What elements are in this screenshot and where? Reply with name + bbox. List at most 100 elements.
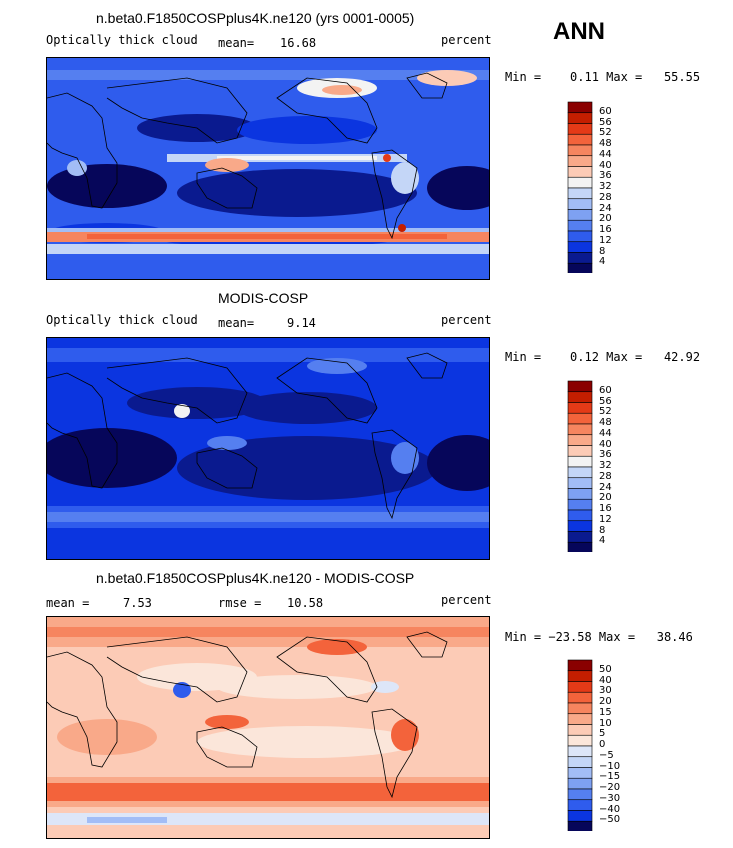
colorbar-tick-label: −15: [599, 771, 621, 783]
colorbar-swatch: [567, 391, 593, 403]
colorbar-swatch: [567, 262, 593, 275]
colorbar-tick-label: 32: [599, 460, 612, 471]
colorbar-swatch: [567, 112, 593, 124]
colorbar-swatch: [567, 681, 593, 693]
colorbar-tick-label: 0: [599, 739, 606, 750]
colorbar-swatch: [567, 745, 593, 758]
colorbar-swatch: [567, 702, 593, 715]
panel1-mean-label: mean=: [218, 36, 255, 50]
season-label: ANN: [553, 18, 605, 45]
colorbar-swatch: [567, 380, 593, 393]
colorbar-swatch: [567, 434, 593, 446]
colorbar-swatch: [567, 219, 593, 232]
colorbar-swatch: [567, 166, 593, 178]
panel2-map-svg: [47, 338, 489, 559]
colorbar-swatch: [567, 810, 593, 822]
colorbar-swatch: [567, 670, 593, 682]
colorbar-swatch: [567, 488, 593, 500]
colorbar-swatch: [567, 799, 593, 811]
colorbar-swatch: [567, 252, 593, 264]
colorbar-tick-label: 4: [599, 256, 606, 268]
colorbar-swatch: [567, 659, 593, 672]
colorbar-tick-label: −20: [599, 782, 621, 793]
colorbar-tick-label: 12: [599, 234, 612, 246]
panel1-variable-label: Optically thick cloud: [46, 33, 198, 47]
colorbar-tick-label: 24: [599, 481, 612, 493]
panel2-variable-label: Optically thick cloud: [46, 313, 198, 327]
colorbar-tick-label: 28: [599, 191, 612, 203]
panel3-units: percent: [441, 593, 492, 607]
colorbar-swatch: [567, 466, 593, 479]
panel3-colorbar: [567, 659, 593, 836]
colorbar-tick-label: 5: [599, 728, 606, 740]
panel3-colorbar-svg: [567, 659, 593, 833]
panel3-title: n.beta0.F1850COSPplus4K.ne120 - MODIS-CO…: [96, 570, 415, 586]
colorbar-tick-label: 40: [599, 438, 612, 450]
colorbar-tick-label: 16: [599, 503, 612, 514]
colorbar-tick-label: 44: [599, 148, 612, 160]
colorbar-tick-label: 44: [599, 427, 612, 439]
panel2-mean-label: mean=: [218, 316, 255, 330]
panel3-minmax: Min = −23.58 Max = 38.46: [505, 630, 693, 644]
panel1-units: percent: [441, 33, 492, 47]
colorbar-tick-label: 32: [599, 181, 612, 192]
colorbar-swatch: [567, 198, 593, 210]
colorbar-tick-label: 60: [599, 105, 612, 117]
colorbar-swatch: [567, 724, 593, 736]
colorbar-swatch: [567, 691, 593, 704]
colorbar-tick-label: 4: [599, 535, 606, 547]
colorbar-swatch: [567, 820, 593, 833]
panel1-mean-value: 16.68: [280, 36, 317, 50]
panel2-map: [46, 337, 490, 560]
colorbar-swatch: [567, 788, 593, 801]
colorbar-tick-label: 10: [599, 717, 612, 729]
colorbar-swatch: [567, 477, 593, 489]
colorbar-swatch: [567, 123, 593, 135]
colorbar-swatch: [567, 176, 593, 189]
colorbar-swatch: [567, 155, 593, 167]
colorbar-tick-label: 56: [599, 395, 612, 407]
colorbar-tick-label: −40: [599, 803, 621, 815]
panel1-colorbar-svg: [567, 101, 593, 275]
colorbar-swatch: [567, 187, 593, 200]
panel3-rmse-label: rmse =: [218, 596, 262, 610]
panel3-map: [46, 616, 490, 839]
panel2-minmax: Min = 0.12 Max = 42.92: [505, 350, 701, 364]
colorbar-swatch: [567, 713, 593, 725]
colorbar-tick-label: 12: [599, 513, 612, 525]
colorbar-tick-label: 20: [599, 492, 612, 504]
panel2-units: percent: [441, 313, 492, 327]
colorbar-tick-label: −10: [599, 760, 621, 772]
colorbar-tick-label: 8: [599, 524, 606, 536]
colorbar-swatch: [567, 133, 593, 146]
colorbar-swatch: [567, 101, 593, 114]
colorbar-tick-label: 36: [599, 170, 612, 182]
colorbar-tick-label: 56: [599, 116, 612, 128]
colorbar-tick-label: 20: [599, 696, 612, 707]
colorbar-swatch: [567, 531, 593, 543]
colorbar-tick-label: 52: [599, 127, 612, 139]
colorbar-tick-label: −30: [599, 792, 621, 804]
panel3-mean-value: 7.53: [123, 596, 152, 610]
colorbar-swatch: [567, 498, 593, 511]
colorbar-tick-label: 30: [599, 685, 612, 697]
panel2-colorbar: [567, 380, 593, 557]
colorbar-tick-label: 48: [599, 138, 612, 149]
panel1-minmax: Min = 0.11 Max = 55.55: [505, 70, 701, 84]
colorbar-swatch: [567, 455, 593, 468]
colorbar-tick-label: 50: [599, 663, 612, 675]
colorbar-swatch: [567, 445, 593, 457]
colorbar-tick-label: 20: [599, 213, 612, 225]
panel1-map: [46, 57, 490, 280]
panel3-map-svg: [47, 617, 489, 838]
colorbar-tick-label: 36: [599, 449, 612, 461]
colorbar-swatch: [567, 230, 593, 243]
colorbar-swatch: [567, 241, 593, 253]
colorbar-tick-label: 52: [599, 406, 612, 418]
colorbar-swatch: [567, 520, 593, 532]
colorbar-swatch: [567, 402, 593, 414]
colorbar-tick-label: 16: [599, 224, 612, 235]
colorbar-tick-label: 40: [599, 159, 612, 171]
panel1-colorbar: [567, 101, 593, 278]
colorbar-swatch: [567, 509, 593, 522]
